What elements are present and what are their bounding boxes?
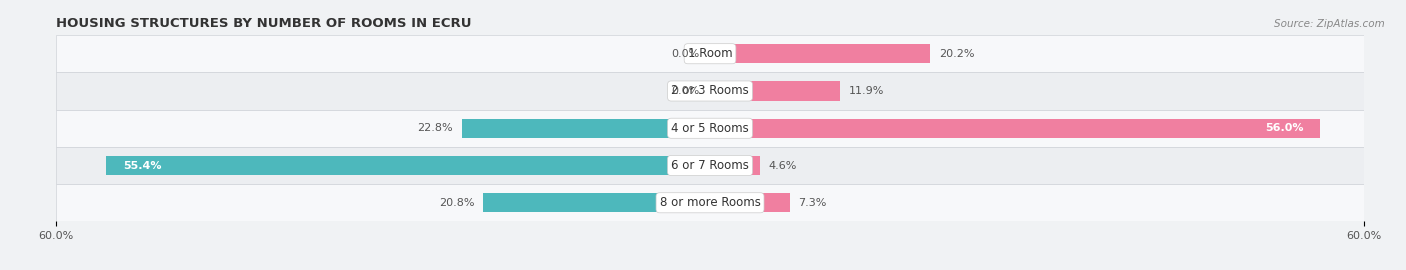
Text: 0.0%: 0.0% xyxy=(671,86,699,96)
Bar xyxy=(56,110,1364,147)
Bar xyxy=(710,119,1320,138)
Text: 1 Room: 1 Room xyxy=(688,47,733,60)
Text: 4 or 5 Rooms: 4 or 5 Rooms xyxy=(671,122,749,135)
Text: Source: ZipAtlas.com: Source: ZipAtlas.com xyxy=(1274,19,1385,29)
Text: 6 or 7 Rooms: 6 or 7 Rooms xyxy=(671,159,749,172)
Text: 20.8%: 20.8% xyxy=(439,198,475,208)
Text: 2 or 3 Rooms: 2 or 3 Rooms xyxy=(671,85,749,97)
Text: 4.6%: 4.6% xyxy=(769,160,797,171)
Bar xyxy=(484,193,710,212)
Bar xyxy=(461,119,710,138)
Bar xyxy=(710,156,761,175)
Text: 55.4%: 55.4% xyxy=(122,160,162,171)
Bar xyxy=(107,156,710,175)
Text: 20.2%: 20.2% xyxy=(939,49,974,59)
Text: 22.8%: 22.8% xyxy=(418,123,453,133)
Bar xyxy=(56,184,1364,221)
Text: HOUSING STRUCTURES BY NUMBER OF ROOMS IN ECRU: HOUSING STRUCTURES BY NUMBER OF ROOMS IN… xyxy=(56,17,472,30)
Text: 11.9%: 11.9% xyxy=(848,86,884,96)
Bar xyxy=(56,35,1364,72)
Bar xyxy=(56,72,1364,110)
Bar xyxy=(710,44,931,63)
Text: 7.3%: 7.3% xyxy=(799,198,827,208)
Bar xyxy=(56,147,1364,184)
Text: 0.0%: 0.0% xyxy=(671,49,699,59)
Bar xyxy=(710,193,790,212)
Text: 56.0%: 56.0% xyxy=(1265,123,1303,133)
Bar xyxy=(710,81,839,101)
Text: 8 or more Rooms: 8 or more Rooms xyxy=(659,196,761,209)
